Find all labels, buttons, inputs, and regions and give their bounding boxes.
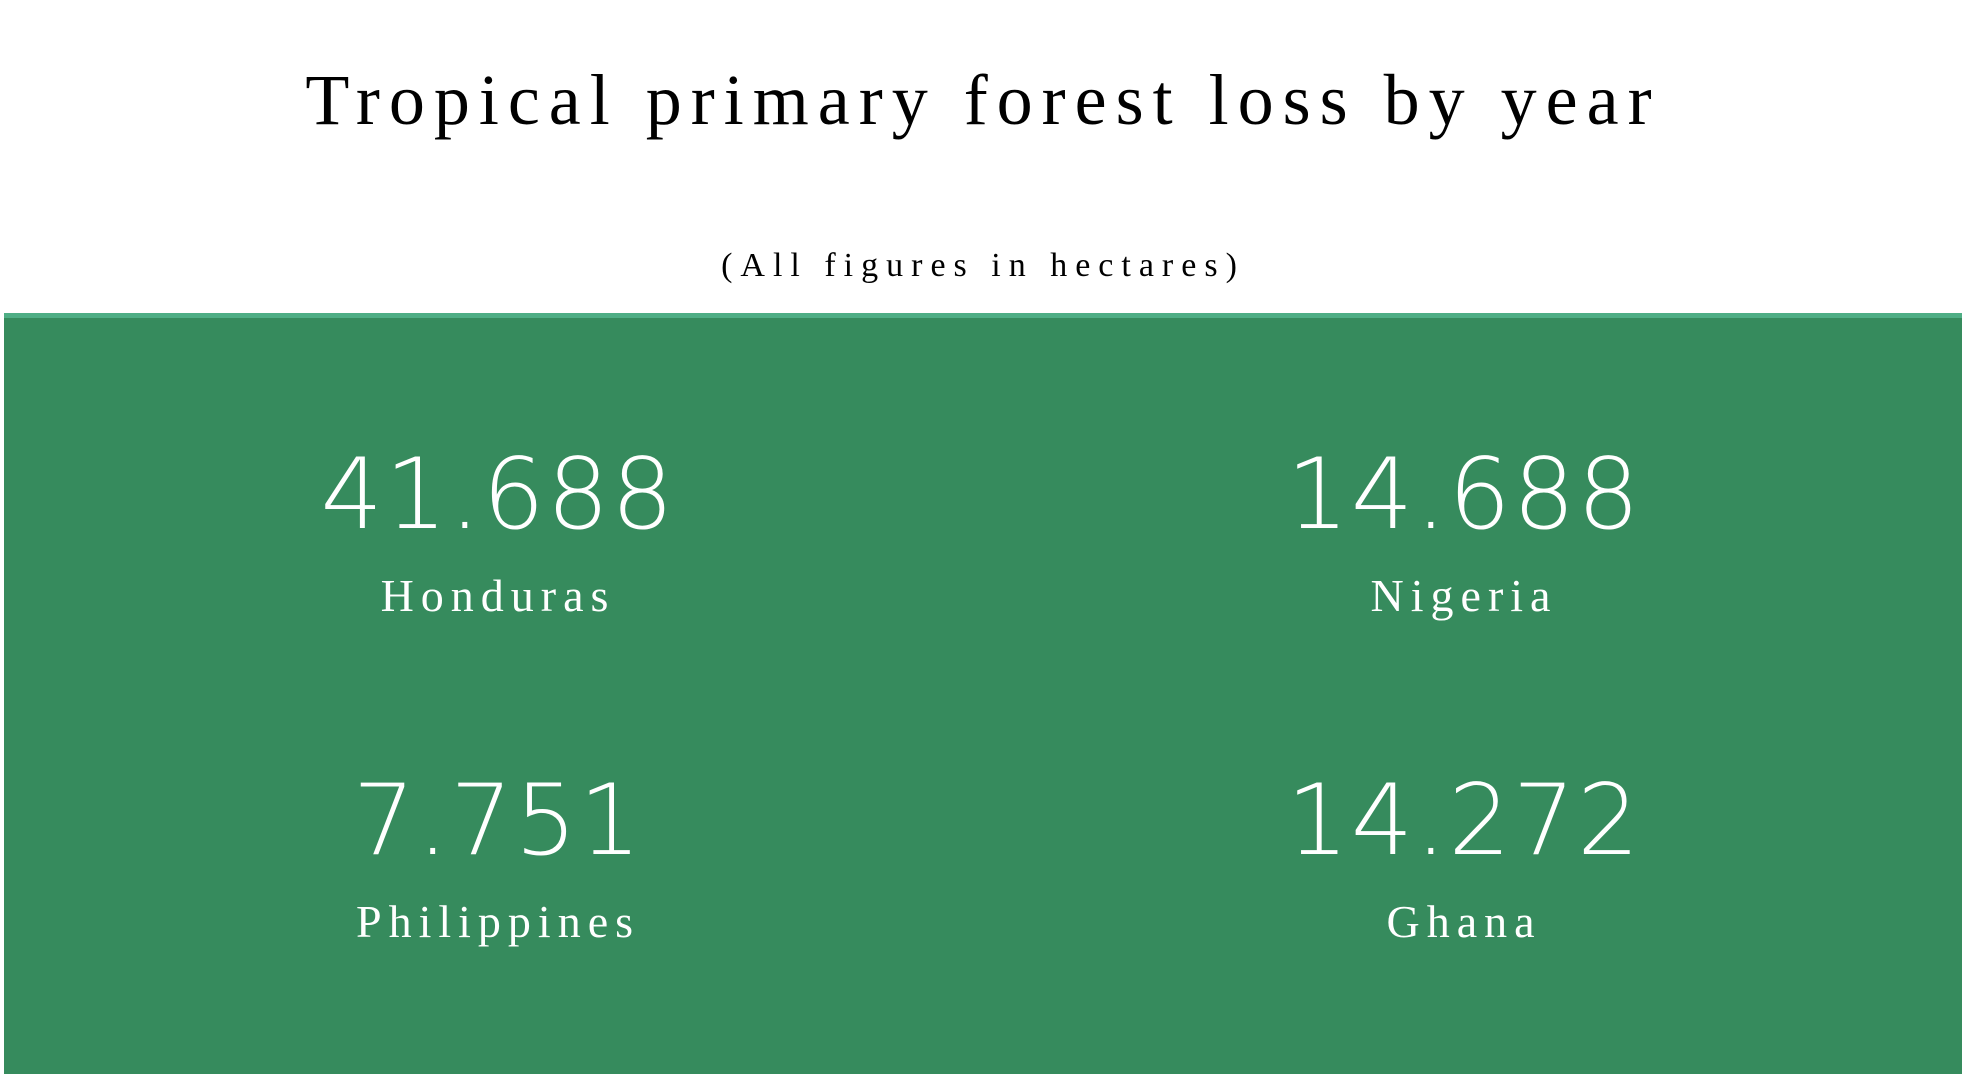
stat-value: 41.688 [320,438,676,552]
stat-label: Honduras [380,570,616,621]
stat-label: Ghana [1386,896,1542,947]
page-title: Tropical primary forest loss by year [305,60,1661,140]
stat-value: 7.751 [352,764,644,878]
stat-card-philippines: 7.751 Philippines [148,766,848,948]
stat-card-ghana: 14.272 Ghana [1114,766,1814,948]
stat-value: 14.272 [1286,764,1642,878]
stat-card-honduras: 41.688 Honduras [148,440,848,622]
stats-panel: 41.688 Honduras 14.688 Nigeria 7.751 Phi… [4,313,1962,1074]
stat-card-nigeria: 14.688 Nigeria [1114,440,1814,622]
page-subtitle: (All figures in hectares) [721,247,1245,284]
stat-label: Philippines [355,896,641,947]
stat-label: Nigeria [1370,570,1558,621]
stat-value: 14.688 [1286,438,1642,552]
